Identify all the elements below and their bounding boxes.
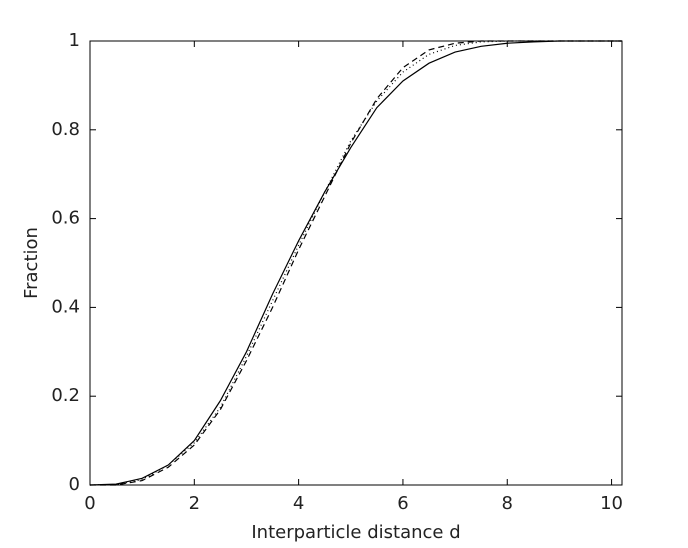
y-axis-label: Fraction xyxy=(21,227,42,299)
x-tick-label: 4 xyxy=(293,493,304,514)
x-tick-label: 2 xyxy=(189,493,200,514)
x-tick-label: 10 xyxy=(600,493,623,514)
y-tick-label: 0.2 xyxy=(51,385,80,406)
x-axis-label: Interparticle distance d xyxy=(251,522,460,543)
line-series xyxy=(89,40,622,486)
x-tick-label: 6 xyxy=(397,493,408,514)
y-tick-label: 0.8 xyxy=(51,119,80,140)
y-tick-label: 0.6 xyxy=(51,208,80,229)
x-tick-label: 0 xyxy=(84,493,95,514)
line-series xyxy=(89,40,622,486)
y-tick-label: 0 xyxy=(69,474,80,495)
line-series xyxy=(90,40,622,486)
axes-box xyxy=(89,40,623,486)
y-tick-label: 0.4 xyxy=(51,296,80,317)
x-tick-label: 8 xyxy=(502,493,513,514)
y-tick-label: 1 xyxy=(69,30,80,51)
